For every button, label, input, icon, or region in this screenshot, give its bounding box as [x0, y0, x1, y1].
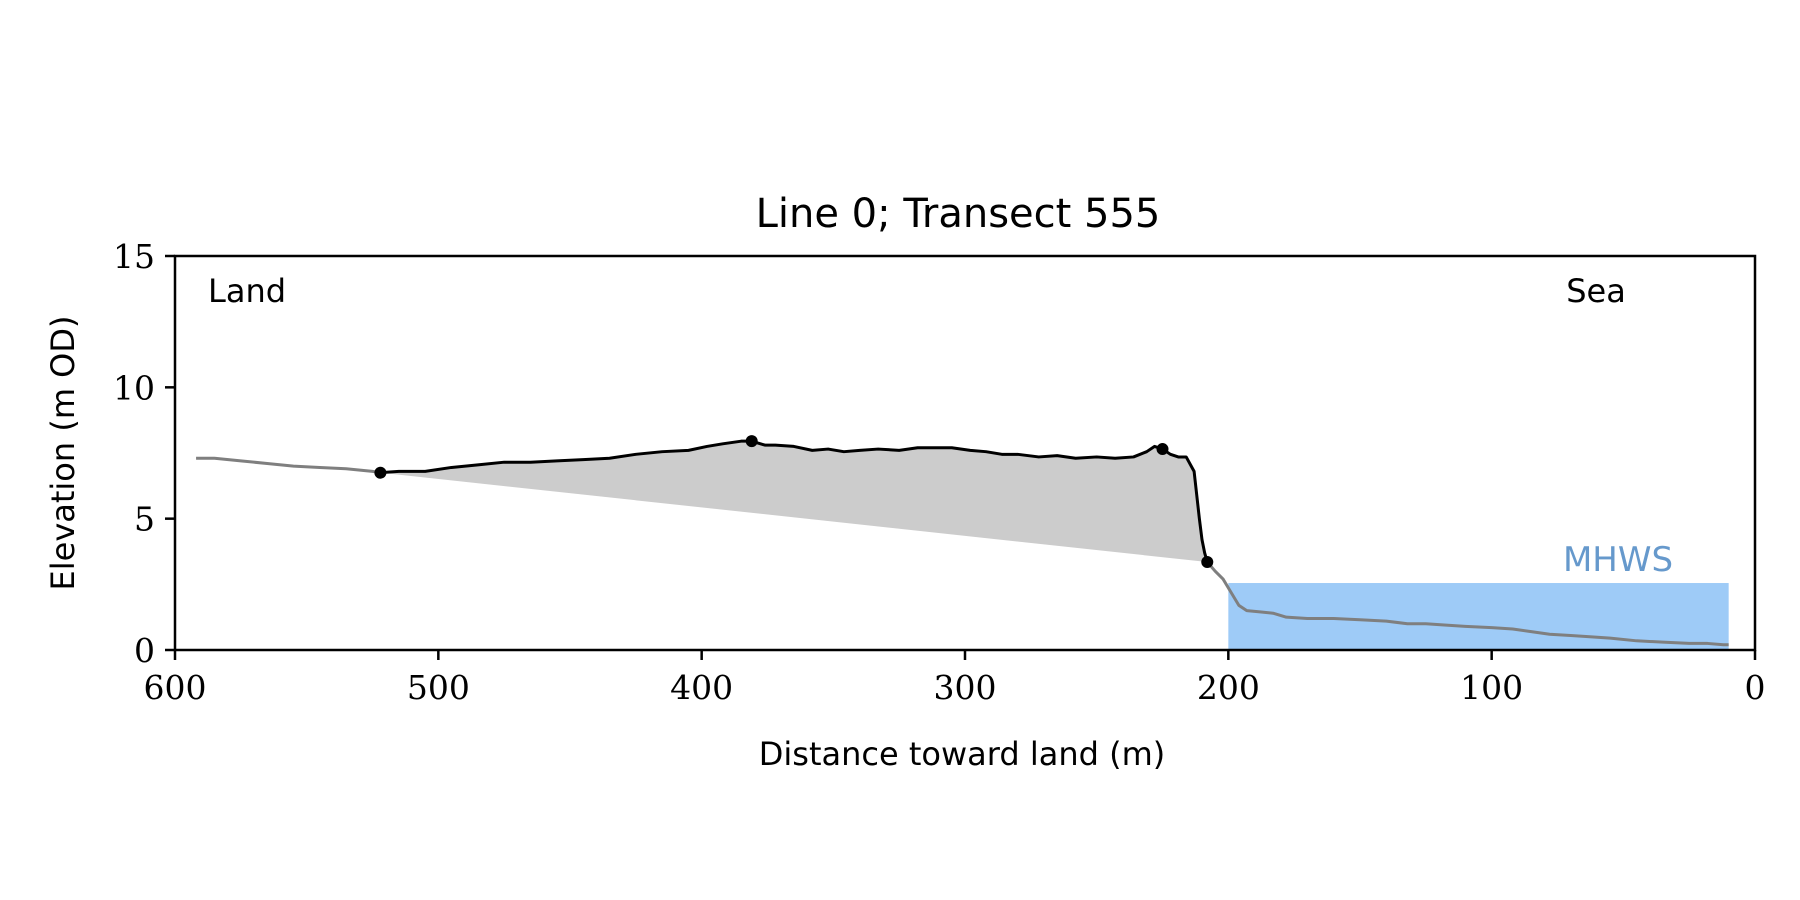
feature-marker [374, 466, 387, 479]
x-axis-label: Distance toward land (m) [759, 735, 1165, 773]
x-tick-label: 600 [144, 668, 207, 707]
x-tick-label: 400 [670, 668, 733, 707]
y-tick-label: 0 [134, 631, 155, 670]
chart-title: Line 0; Transect 555 [756, 191, 1161, 237]
sea-label: Sea [1566, 272, 1626, 310]
y-axis: 0 5 10 15 [113, 237, 175, 670]
y-tick-label: 5 [134, 500, 155, 539]
plot-area [196, 435, 1729, 650]
profile-line-landward [196, 456, 381, 475]
x-tick-label: 500 [407, 668, 470, 707]
y-tick-label: 15 [113, 237, 155, 276]
x-tick-label: 300 [934, 668, 997, 707]
y-tick-label: 10 [113, 368, 155, 407]
feature-marker [1156, 443, 1169, 456]
x-tick-label: 100 [1460, 668, 1523, 707]
profile-line-seaward [1206, 561, 1729, 647]
mhws-label: MHWS [1563, 540, 1673, 580]
y-axis-label: Elevation (m OD) [44, 316, 82, 591]
mhws-band [1228, 583, 1729, 650]
land-label: Land [208, 272, 286, 310]
x-axis: 600 500 400 300 200 100 0 [144, 650, 1766, 707]
x-tick-label: 200 [1197, 668, 1260, 707]
x-tick-label: 0 [1745, 668, 1766, 707]
feature-marker [1201, 556, 1214, 569]
profile-fill-area [380, 441, 1208, 563]
feature-marker [745, 435, 758, 448]
